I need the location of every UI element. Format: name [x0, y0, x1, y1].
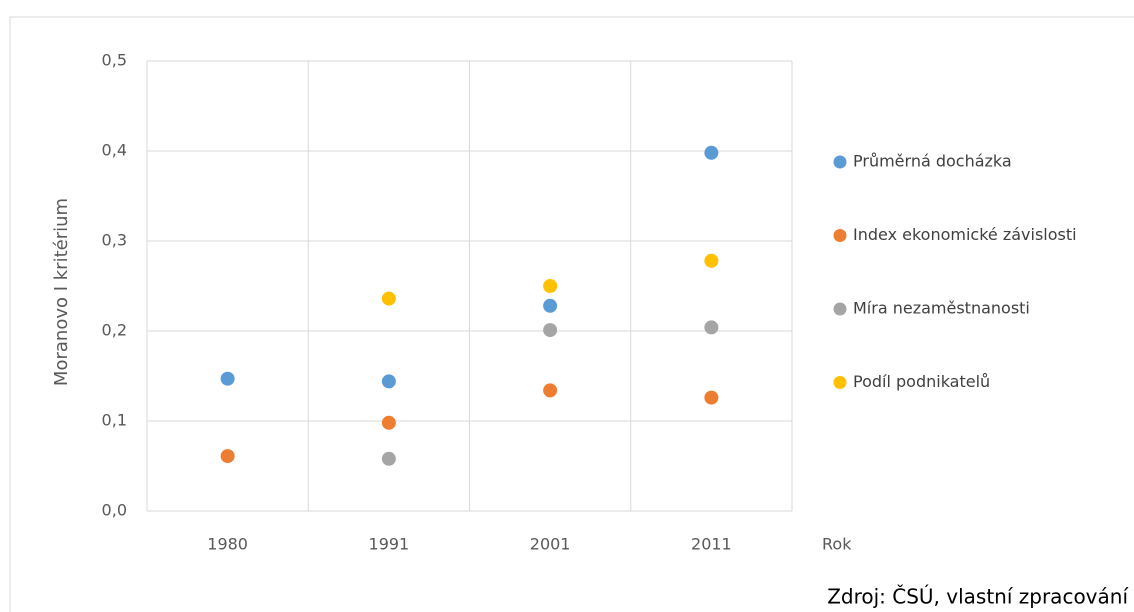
data-point [220, 449, 235, 464]
legend-label: Index ekonomické závislosti [853, 225, 1077, 244]
y-tick-label: 0,3 [102, 231, 127, 250]
data-point [704, 145, 719, 160]
data-point [543, 298, 558, 313]
y-tick-label: 0,0 [102, 501, 127, 520]
y-axis-label: Moranovo I kritérium [51, 198, 72, 386]
x-axis-label: Rok [822, 535, 852, 554]
data-point [543, 323, 558, 338]
legend-marker [833, 155, 847, 169]
source-note: Zdroj: ČSÚ, vlastní zpracování [827, 585, 1129, 609]
x-tick-label: 1980 [207, 535, 248, 554]
data-point [220, 371, 235, 386]
legend-label: Podíl podnikatelů [853, 372, 990, 391]
data-point [381, 451, 396, 466]
data-point [381, 291, 396, 306]
legend-marker [833, 376, 847, 389]
legend-marker [833, 229, 847, 242]
y-tick-label: 0,1 [102, 411, 127, 430]
legend-label: Míra nezaměstnanosti [853, 299, 1030, 318]
data-point [704, 253, 719, 268]
data-point [543, 279, 558, 293]
legend-marker [833, 302, 847, 316]
legend-label: Průměrná docházka [853, 152, 1012, 171]
data-point [704, 390, 719, 405]
data-point [381, 415, 396, 430]
y-tick-label: 0,4 [102, 141, 127, 160]
data-point [381, 374, 396, 389]
x-tick-label: 2001 [530, 535, 571, 554]
y-tick-label: 0,5 [102, 51, 127, 70]
y-tick-label: 0,2 [102, 321, 127, 340]
x-tick-label: 2011 [691, 535, 732, 554]
data-point [543, 383, 558, 398]
chart-frame [9, 16, 1134, 612]
x-tick-label: 1991 [369, 535, 410, 554]
data-point [704, 320, 719, 335]
legend: Průměrná docházka Index ekonomické závisl… [833, 152, 1077, 391]
